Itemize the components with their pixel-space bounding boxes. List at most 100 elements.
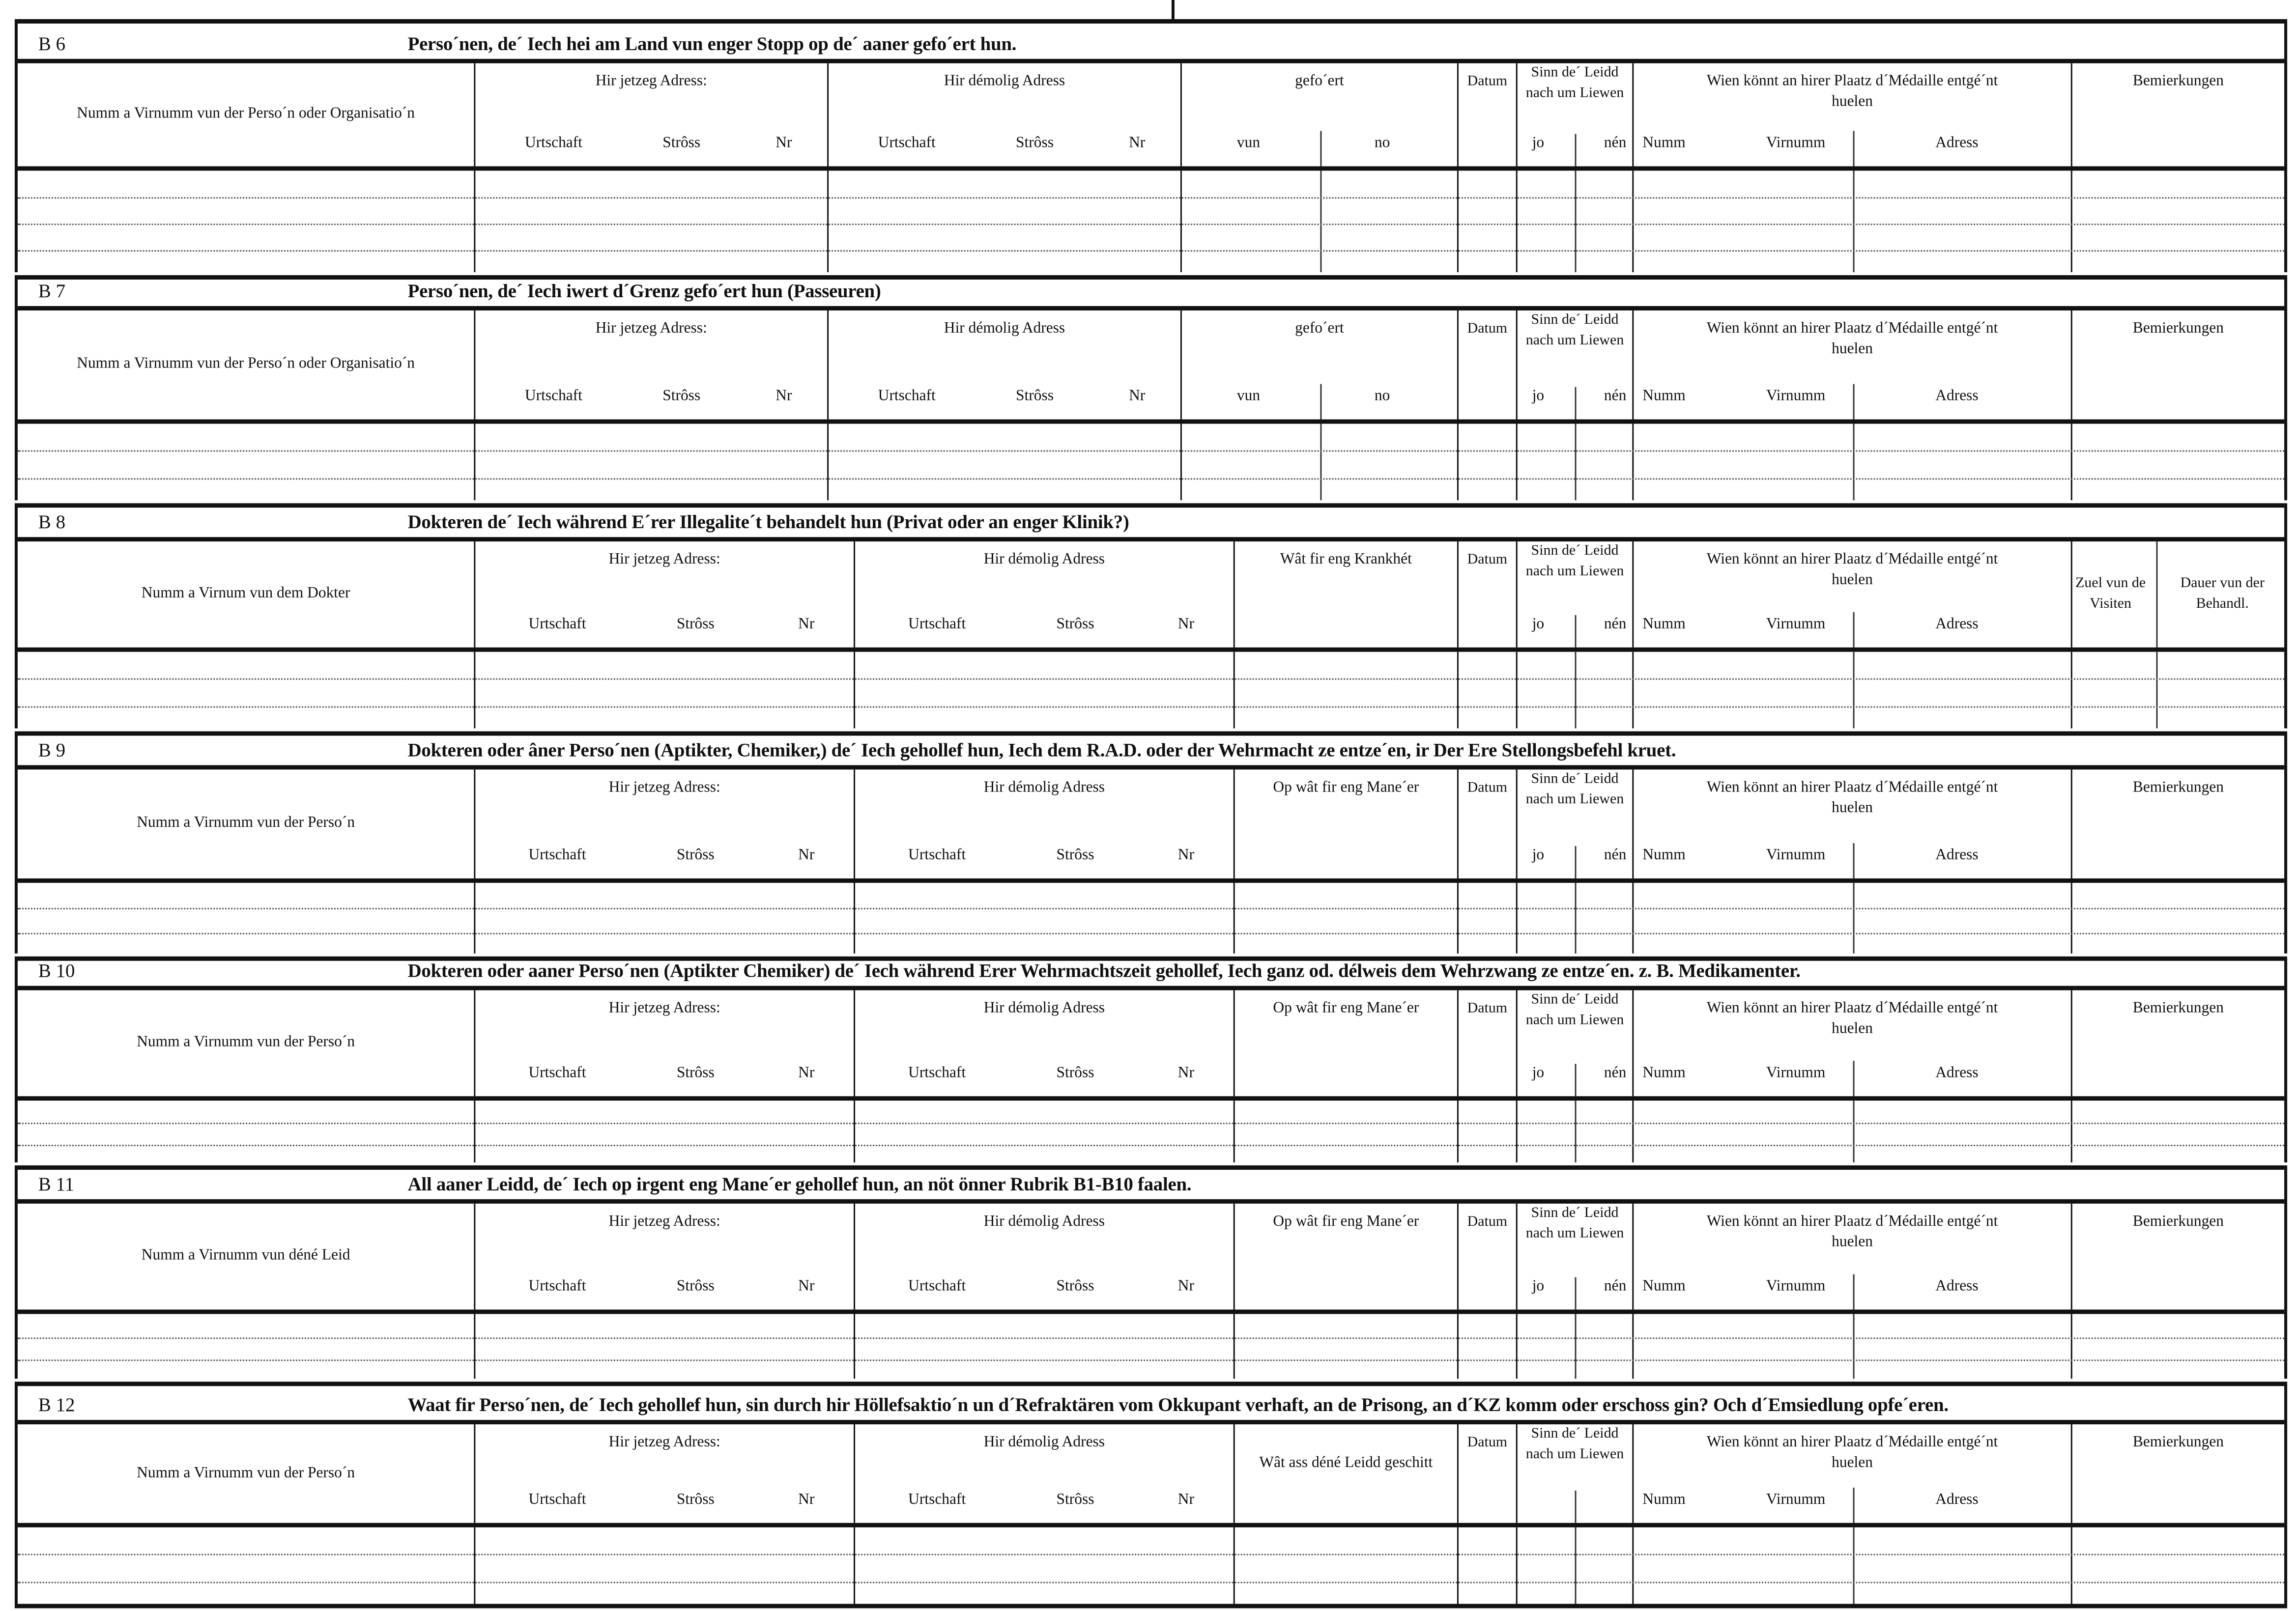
- data-column-6[interactable]: [1632, 1314, 2070, 1379]
- data-entry-rows[interactable]: [17, 419, 2285, 501]
- data-column-0[interactable]: [18, 1527, 474, 1604]
- data-column-1[interactable]: [474, 651, 854, 729]
- data-column-1[interactable]: [474, 424, 827, 501]
- dotted-entry-line[interactable]: [17, 478, 2285, 480]
- section-title-row: B 11 All aaner Leidd, de´ Iech op irgent …: [17, 1165, 2285, 1199]
- medal-label: Wien könnt an hirer Plaatz d´Médaille en…: [1706, 1000, 1998, 1038]
- data-column-6[interactable]: [1632, 651, 2070, 729]
- data-column-5[interactable]: [1516, 1101, 1633, 1162]
- dotted-entry-line[interactable]: [17, 1581, 2285, 1583]
- data-column-1[interactable]: [474, 170, 827, 273]
- data-entry-rows[interactable]: [17, 166, 2285, 273]
- col-past-address-header: Hir démolig Adress Urtschaft Strôss Nr: [827, 310, 1180, 420]
- data-column-3[interactable]: [1233, 651, 1457, 729]
- data-column-4[interactable]: [1457, 424, 1516, 501]
- data-column-6[interactable]: [1632, 1101, 2070, 1162]
- to-label: no: [1374, 388, 1390, 405]
- data-column-5[interactable]: [1516, 1527, 1633, 1604]
- data-column-1[interactable]: [474, 1101, 854, 1162]
- data-column-0[interactable]: [18, 1314, 474, 1379]
- data-column-0[interactable]: [18, 424, 474, 501]
- data-entry-rows[interactable]: [17, 1096, 2285, 1162]
- data-column-2[interactable]: [854, 1101, 1234, 1162]
- data-column-1[interactable]: [474, 1314, 854, 1379]
- dotted-entry-line[interactable]: [17, 250, 2285, 252]
- data-column-5[interactable]: [1516, 170, 1633, 273]
- data-column-4[interactable]: [1457, 1314, 1516, 1379]
- data-column-7[interactable]: [2070, 170, 2284, 273]
- header-row: Numm a Virnumm vun der Perso´n oder Orga…: [17, 58, 2285, 167]
- split-line: [1575, 424, 1577, 501]
- address-label: Adress: [1935, 135, 1979, 152]
- data-column-4[interactable]: [1457, 882, 1516, 954]
- data-column-6[interactable]: [1632, 424, 2070, 501]
- dotted-entry-line[interactable]: [17, 706, 2285, 707]
- data-column-5[interactable]: [1516, 424, 1633, 501]
- data-column-0[interactable]: [18, 652, 474, 729]
- alive-label: Sinn de´ Leidd nach um Liewen: [1525, 64, 1624, 102]
- data-column-7[interactable]: [2070, 882, 2284, 954]
- data-column-2[interactable]: [827, 170, 1180, 273]
- data-column-2[interactable]: [827, 424, 1180, 501]
- data-entry-rows[interactable]: [17, 1523, 2285, 1604]
- data-column-7[interactable]: [2070, 1101, 2284, 1162]
- data-column-7[interactable]: [2070, 1314, 2284, 1379]
- dotted-entry-line[interactable]: [17, 1337, 2285, 1339]
- data-column-0[interactable]: [18, 1101, 474, 1162]
- data-column-3[interactable]: [1180, 424, 1457, 501]
- section-b9: B 9 Dokteren oder âner Perso´nen (Aptikte…: [14, 731, 2288, 954]
- data-column-1[interactable]: [474, 882, 854, 954]
- data-column-3[interactable]: [1233, 1527, 1457, 1604]
- data-column-1[interactable]: [474, 1527, 854, 1604]
- date-label: Datum: [1467, 552, 1508, 568]
- data-column-7[interactable]: [2070, 1527, 2284, 1604]
- dotted-entry-line[interactable]: [17, 451, 2285, 452]
- data-column-2[interactable]: [854, 882, 1234, 954]
- data-column-7[interactable]: [2070, 651, 2284, 729]
- data-column-3[interactable]: [1180, 170, 1457, 273]
- data-column-5[interactable]: [1516, 882, 1633, 954]
- data-column-0[interactable]: [18, 170, 474, 272]
- yes-label: jo: [1532, 1065, 1545, 1082]
- data-column-0[interactable]: [18, 883, 474, 954]
- data-entry-rows[interactable]: [17, 878, 2285, 954]
- data-column-2[interactable]: [854, 1314, 1234, 1379]
- dotted-entry-line[interactable]: [17, 678, 2285, 680]
- detail-label: Op wât fir eng Mane´er: [1273, 1214, 1419, 1230]
- data-column-6[interactable]: [1632, 1527, 2070, 1604]
- remarks-label: Bemierkungen: [2132, 1435, 2224, 1451]
- data-column-2[interactable]: [854, 651, 1234, 729]
- data-column-6[interactable]: [1632, 170, 2070, 273]
- dotted-entry-line[interactable]: [17, 1145, 2285, 1147]
- data-column-7[interactable]: [2070, 424, 2284, 501]
- data-column-5[interactable]: [1516, 1314, 1633, 1379]
- data-column-3[interactable]: [1233, 882, 1457, 954]
- data-entry-rows[interactable]: [17, 1309, 2285, 1379]
- dotted-entry-line[interactable]: [17, 197, 2285, 199]
- dotted-entry-line[interactable]: [17, 933, 2285, 934]
- col-current-address-header: Hir jetzeg Adress: Urtschaft Strôss Nr: [474, 1424, 854, 1523]
- data-column-4[interactable]: [1457, 170, 1516, 273]
- dotted-entry-line[interactable]: [17, 224, 2285, 226]
- data-column-5[interactable]: [1516, 651, 1633, 729]
- street-label: Strôss: [676, 1278, 715, 1295]
- no-label: nén: [1604, 616, 1627, 633]
- detail-label: Wât fir eng Krankhét: [1280, 552, 1412, 568]
- dotted-entry-line[interactable]: [17, 1554, 2285, 1556]
- data-column-2[interactable]: [854, 1527, 1234, 1604]
- data-column-3[interactable]: [1233, 1101, 1457, 1162]
- data-column-4[interactable]: [1457, 1101, 1516, 1162]
- dotted-entry-line[interactable]: [17, 1123, 2285, 1125]
- data-column-3[interactable]: [1233, 1314, 1457, 1379]
- data-column-6[interactable]: [1632, 882, 2070, 954]
- data-entry-rows[interactable]: [17, 647, 2285, 729]
- medal-split-line: [1852, 843, 1854, 878]
- col-remarks-header: Bemierkungen: [2070, 1424, 2284, 1523]
- section-code: B 11: [38, 1172, 75, 1195]
- data-column-4[interactable]: [1457, 651, 1516, 729]
- col-past-address-header: Hir démolig Adress Urtschaft Strôss Nr: [854, 769, 1234, 878]
- dotted-entry-line[interactable]: [17, 907, 2285, 909]
- data-column-4[interactable]: [1457, 1527, 1516, 1604]
- dotted-entry-line[interactable]: [17, 1360, 2285, 1362]
- number-label: Nr: [1177, 1278, 1195, 1295]
